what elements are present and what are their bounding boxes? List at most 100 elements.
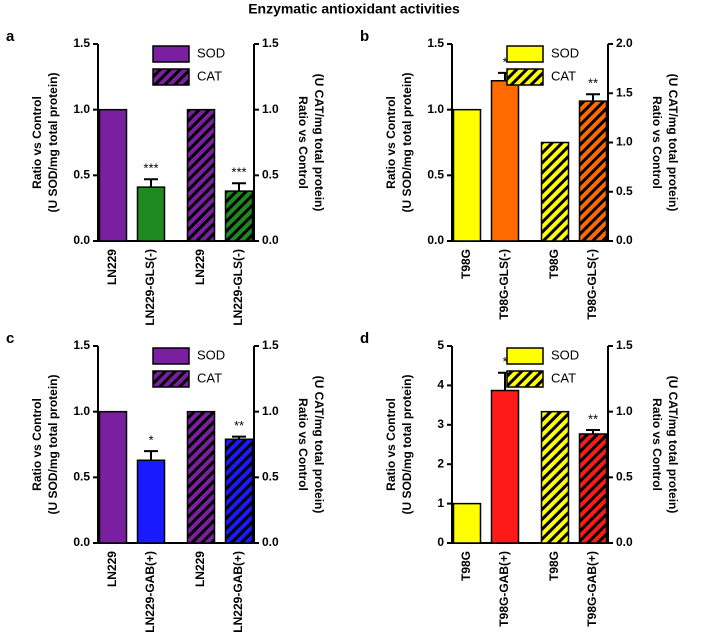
legend-swatch xyxy=(152,45,190,63)
bar xyxy=(186,108,216,242)
x-tick-label: T98G xyxy=(547,249,561,279)
y-tick-label: 1.5 xyxy=(73,36,90,50)
y-axis-label: Ratio vs Control xyxy=(30,96,44,189)
y-tick-label: 0 xyxy=(437,535,444,549)
legend-label: SOD xyxy=(197,347,225,362)
y2-axis-label: Ratio vs Control xyxy=(650,96,664,189)
y2-tick-label: 1.5 xyxy=(616,85,633,99)
bar xyxy=(98,410,128,544)
y2-tick-label: 0.0 xyxy=(616,535,633,549)
y2-tick-label: 0.0 xyxy=(262,233,279,247)
panel-label: a xyxy=(6,28,15,45)
legend-swatch xyxy=(506,45,544,63)
legend-label: SOD xyxy=(551,347,579,362)
bar xyxy=(452,108,482,242)
y-tick-label: 0.0 xyxy=(73,535,90,549)
bar xyxy=(186,410,216,544)
x-tick-label: LN229 xyxy=(105,249,119,285)
y-tick-label: 0.0 xyxy=(427,233,444,247)
y2-tick-label: 0.0 xyxy=(616,233,633,247)
bar xyxy=(136,459,166,544)
y2-tick-label: 2.0 xyxy=(616,36,633,50)
y-tick-label: 0.0 xyxy=(73,233,90,247)
significance: ** xyxy=(588,411,598,426)
error-bar xyxy=(232,182,246,192)
bar xyxy=(136,186,166,242)
y2-axis-label: (U CAT/mg total protein) xyxy=(312,376,326,514)
error-bar xyxy=(144,178,158,188)
legend-label: CAT xyxy=(197,68,222,83)
y-tick-label: 1.5 xyxy=(427,36,444,50)
y-tick-label: 0.5 xyxy=(73,168,90,182)
y-tick-label: 1 xyxy=(437,496,444,510)
legend-swatch xyxy=(152,68,190,86)
y2-tick-label: 0.5 xyxy=(262,168,279,182)
x-tick-label: T98G xyxy=(459,551,473,581)
y-axis-label: (U SOD/mg total protein) xyxy=(46,73,60,213)
y2-axis-label: Ratio vs Control xyxy=(296,96,310,189)
bar xyxy=(224,190,254,242)
y-tick-label: 1.0 xyxy=(73,404,90,418)
significance: ** xyxy=(588,76,598,91)
y-tick-label: 1.5 xyxy=(73,338,90,352)
y2-tick-label: 1.0 xyxy=(262,404,279,418)
y2-tick-label: 1.0 xyxy=(616,404,633,418)
significance: * xyxy=(148,433,153,448)
bar xyxy=(490,80,520,242)
y-axis-label: (U SOD/mg total protein) xyxy=(46,375,60,515)
x-tick-label: LN229 xyxy=(105,551,119,587)
legend-label: CAT xyxy=(551,68,576,83)
legend-swatch xyxy=(506,370,544,388)
x-tick-label: LN229-GLS(-) xyxy=(143,249,157,326)
x-tick-label: T98G xyxy=(459,249,473,279)
bar xyxy=(540,141,570,242)
panel-label: d xyxy=(360,330,369,347)
bar xyxy=(224,438,254,544)
legend-label: SOD xyxy=(197,45,225,60)
legend-swatch xyxy=(506,68,544,86)
y2-tick-label: 0.0 xyxy=(262,535,279,549)
y2-tick-label: 0.5 xyxy=(616,470,633,484)
legend-label: CAT xyxy=(551,370,576,385)
legend-label: SOD xyxy=(551,45,579,60)
y-axis-label: Ratio vs Control xyxy=(384,96,398,189)
significance: ** xyxy=(234,418,244,433)
bar xyxy=(540,410,570,544)
x-tick-label: LN229-GAB(+) xyxy=(231,551,245,633)
y2-tick-label: 1.5 xyxy=(616,338,633,352)
y-tick-label: 1.0 xyxy=(427,102,444,116)
bar xyxy=(578,100,608,242)
y-tick-label: 3 xyxy=(437,417,444,431)
x-tick-label: T98G-GAB(+) xyxy=(497,551,511,627)
error-bar xyxy=(586,93,600,102)
x-tick-label: T98G-GLS(-) xyxy=(585,249,599,320)
bar xyxy=(452,502,482,544)
panel-label: b xyxy=(360,28,369,45)
bar xyxy=(98,108,128,242)
significance: *** xyxy=(231,165,246,180)
error-bar xyxy=(232,435,246,440)
x-tick-label: T98G-GAB(+) xyxy=(585,551,599,627)
panel-label: c xyxy=(6,330,14,347)
bar xyxy=(578,433,608,544)
legend-swatch xyxy=(152,370,190,388)
legend-swatch xyxy=(506,347,544,365)
y2-axis-label: (U CAT/mg total protein) xyxy=(666,376,680,514)
legend-label: CAT xyxy=(197,370,222,385)
y-axis-label: Ratio vs Control xyxy=(30,398,44,491)
y-tick-label: 4 xyxy=(437,378,444,392)
y-tick-label: 5 xyxy=(437,338,444,352)
significance: * xyxy=(502,54,507,69)
x-tick-label: LN229-GLS(-) xyxy=(231,249,245,326)
y2-tick-label: 1.0 xyxy=(262,102,279,116)
x-tick-label: T98G-GLS(-) xyxy=(497,249,511,320)
y2-axis-label: Ratio vs Control xyxy=(650,398,664,491)
y2-tick-label: 1.0 xyxy=(616,135,633,149)
significance: *** xyxy=(143,161,158,176)
y-axis-label: (U SOD/mg total protein) xyxy=(400,375,414,515)
x-tick-label: LN229-GAB(+) xyxy=(143,551,157,633)
significance: * xyxy=(502,354,507,369)
x-tick-label: T98G xyxy=(547,551,561,581)
y2-tick-label: 1.5 xyxy=(262,36,279,50)
